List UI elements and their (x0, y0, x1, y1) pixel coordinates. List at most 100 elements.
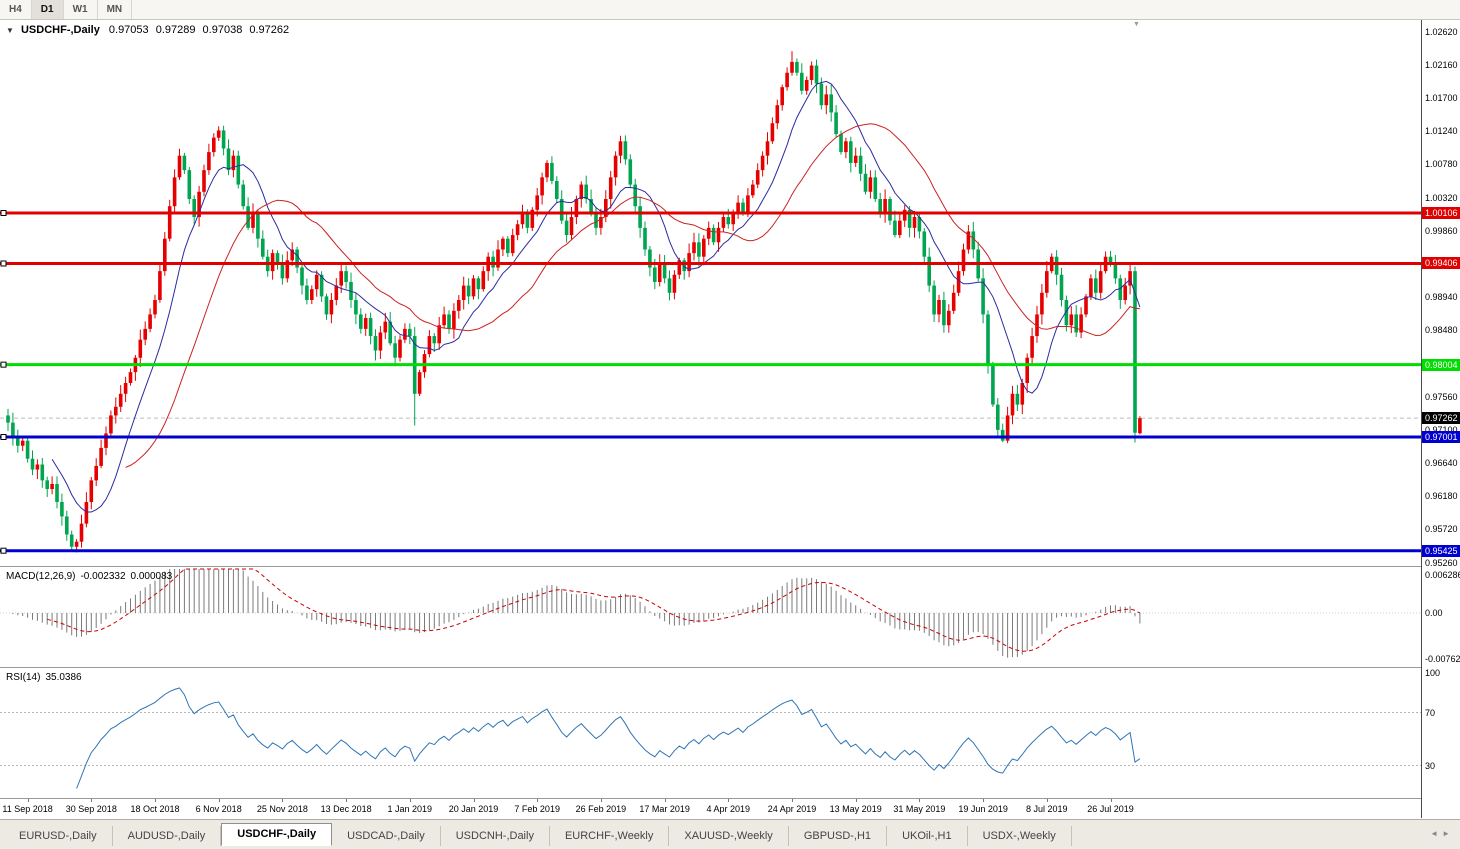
time-axis-tick (600, 799, 602, 802)
tab-scroll-right-icon[interactable]: ► (1442, 829, 1454, 838)
rsi-name: RSI(14) (6, 672, 41, 683)
time-axis-tick (855, 799, 857, 802)
time-axis-label: 8 Jul 2019 (1026, 804, 1068, 814)
price-axis-label: 1.01240 (1425, 126, 1458, 137)
price-axis-label: 1.00780 (1425, 159, 1458, 170)
time-axis-label: 1 Jan 2019 (387, 804, 433, 814)
pane-separator[interactable] (0, 566, 1460, 567)
chart-tab-gbpusd-h1[interactable]: GBPUSD-,H1 (789, 826, 888, 846)
price-level-badge: 1.00106 (1422, 206, 1460, 219)
pane-separator (0, 798, 1460, 799)
macd-signal-value: 0.000083 (130, 571, 173, 582)
chart-tab-xauusd-weekly[interactable]: XAUUSD-,Weekly (669, 826, 789, 846)
pane-separator[interactable] (0, 667, 1460, 668)
price-axis-label: 0.96640 (1425, 458, 1458, 469)
price-axis-label: 0.98480 (1425, 325, 1458, 336)
time-axis-label: 24 Apr 2019 (767, 804, 817, 814)
chart-title: ▼ USDCHF-,Daily 0.97053 0.97289 0.97038 … (6, 24, 293, 36)
time-axis-tick (792, 799, 793, 802)
price-level-badge: 0.97001 (1422, 431, 1460, 443)
time-axis-label: 11 Sep 2018 (2, 804, 53, 814)
price-chart-canvas[interactable] (0, 20, 1421, 566)
chart-tab-audusd-daily[interactable]: AUDUSD-,Daily (113, 826, 222, 846)
ohlc-open: 0.97053 (108, 24, 149, 36)
price-axis-label: 0.97560 (1425, 391, 1458, 402)
ma-slow-line (125, 123, 1140, 468)
time-axis-label: 31 May 2019 (893, 804, 946, 814)
chart-tab-usdcad-daily[interactable]: USDCAD-,Daily (332, 826, 441, 846)
chart-window: ▼ USDCHF-,Daily 0.97053 0.97289 0.97038 … (0, 20, 1460, 818)
price-axis-label: 1.02160 (1425, 59, 1458, 70)
chart-tab-usdcnh-daily[interactable]: USDCNH-,Daily (441, 826, 550, 846)
chart-dropdown-icon[interactable]: ▼ (6, 26, 14, 35)
support-resistance-lines[interactable] (0, 209, 1421, 554)
ohlc-low: 0.97038 (202, 24, 243, 36)
price-axis-label: 0.95260 (1425, 557, 1458, 568)
rsi-axis-label: 70 (1425, 707, 1436, 718)
time-axis-label: 25 Nov 2018 (256, 804, 308, 814)
chart-symbol-label: USDCHF-,Daily (20, 24, 100, 36)
time-axis-tick (91, 799, 93, 802)
chart-tab-usdchf-daily[interactable]: USDCHF-,Daily (221, 823, 333, 846)
price-level-badge: 0.99406 (1422, 257, 1460, 270)
time-axis[interactable]: 11 Sep 2018 30 Sep 2018 18 Oct 2018 6 Nov 2… (0, 799, 1421, 818)
price-axis-label: 1.00320 (1425, 192, 1458, 203)
time-axis-tick (409, 799, 411, 802)
ohlc-close: 0.97262 (249, 24, 290, 36)
chart-tab-eurusd-daily[interactable]: EURUSD-,Daily (4, 826, 113, 846)
rsi-pane-canvas[interactable] (0, 668, 1421, 799)
time-axis-label: 4 Apr 2019 (706, 804, 751, 814)
macd-axis-label: -0.007620 (1425, 654, 1460, 665)
time-axis-tick (282, 799, 284, 802)
time-axis-label: 20 Jan 2019 (448, 804, 499, 814)
price-axis[interactable]: 1.02620 1.02160 1.01700 1.01240 1.00780 1.003… (1421, 20, 1460, 818)
price-axis-label: 0.98940 (1425, 292, 1458, 303)
timeframe-h4[interactable]: H4 (0, 0, 32, 19)
time-axis-label: 18 Oct 2018 (130, 804, 180, 814)
time-axis-tick (728, 799, 730, 802)
time-axis-tick (983, 799, 985, 802)
ohlc-high: 0.97289 (155, 24, 196, 36)
chart-tab-ukoil-h1[interactable]: UKOil-,H1 (887, 826, 968, 846)
chart-tab-usdx-weekly[interactable]: USDX-,Weekly (968, 826, 1072, 846)
timeframe-toolbar: H4 D1 W1 MN (0, 0, 1460, 20)
chart-tabs-strip: EURUSD-,Daily AUDUSD-,Daily USDCHF-,Daily U… (0, 820, 1460, 846)
macd-axis-label: 0.006286 (1425, 570, 1460, 580)
macd-main-value: -0.002332 (80, 571, 126, 582)
time-axis-label: 30 Sep 2018 (65, 804, 117, 814)
time-axis-label: 17 Mar 2019 (639, 804, 690, 814)
timeframe-w1[interactable]: W1 (64, 0, 98, 19)
time-axis-tick (346, 799, 348, 802)
time-axis-tick (155, 799, 156, 802)
time-axis-label: 26 Jul 2019 (1087, 804, 1134, 814)
tab-scroll-left-icon[interactable]: ◄ (1430, 829, 1443, 838)
macd-name: MACD(12,26,9) (6, 571, 76, 582)
time-axis-tick (537, 799, 539, 802)
price-axis-label: 0.99860 (1425, 225, 1458, 236)
tab-scroll-arrows: ◄► (1430, 829, 1454, 838)
macd-pane-canvas[interactable] (0, 567, 1421, 667)
price-level-badge: 0.98004 (1422, 358, 1460, 371)
price-axis-label: 0.95720 (1425, 524, 1458, 535)
rsi-axis-label: 100 (1425, 667, 1441, 678)
macd-axis-label: 0.00 (1425, 608, 1443, 618)
macd-indicator-label: MACD(12,26,9) -0.002332 0.000083 (6, 571, 177, 582)
ma-fast-line (51, 80, 1141, 513)
candles (6, 51, 1142, 553)
price-level-badge: 0.95425 (1422, 544, 1460, 557)
time-axis-label: 13 May 2019 (829, 804, 882, 814)
time-axis-label: 13 Dec 2018 (320, 804, 372, 814)
macd-signal-line (47, 568, 1141, 652)
time-axis-label: 19 Jun 2019 (958, 804, 1008, 814)
time-axis-tick (664, 799, 666, 802)
price-axis-label: 0.96180 (1425, 491, 1458, 502)
timeframe-d1[interactable]: D1 (31, 0, 64, 19)
macd-histogram (12, 569, 1141, 658)
price-axis-label: 1.02620 (1425, 26, 1458, 37)
rsi-value: 35.0386 (45, 672, 82, 683)
price-axis-label: 1.01700 (1425, 92, 1458, 103)
timeframe-mn[interactable]: MN (98, 0, 133, 19)
rsi-levels (0, 712, 1421, 766)
time-axis-tick (218, 799, 220, 802)
chart-tab-eurchf-weekly[interactable]: EURCHF-,Weekly (550, 826, 670, 846)
